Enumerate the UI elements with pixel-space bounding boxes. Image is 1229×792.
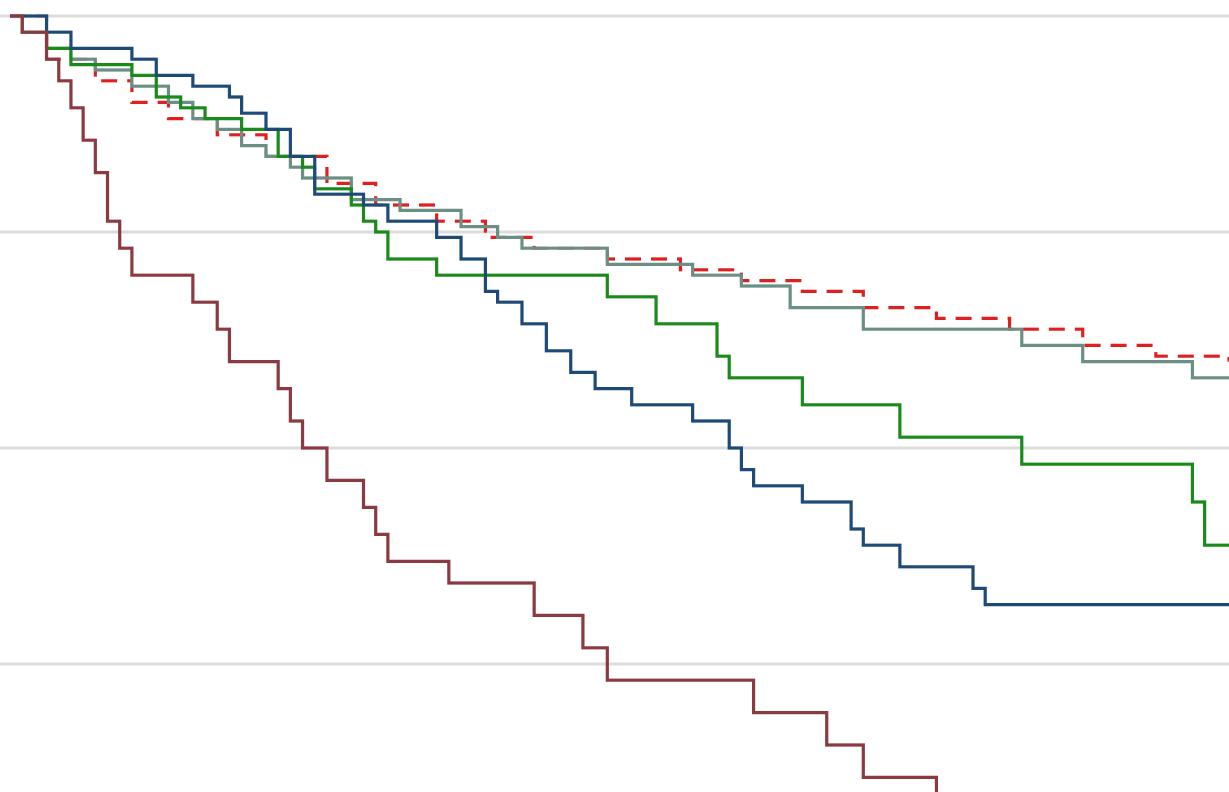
series-lines — [10, 14, 1229, 792]
series-line-2 — [10, 14, 1229, 547]
series-line-4 — [10, 14, 939, 792]
series-line-0 — [10, 14, 1229, 362]
series-line-3 — [10, 14, 1229, 607]
series-line-1 — [10, 14, 1229, 380]
gridlines — [0, 14, 1229, 666]
